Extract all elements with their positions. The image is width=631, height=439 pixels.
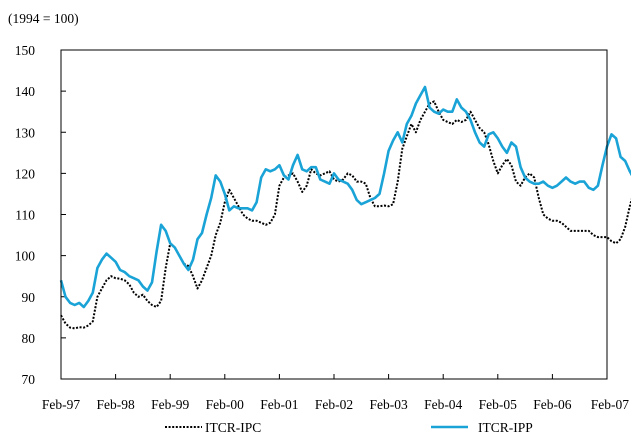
x-axis: Feb-97 Feb-98 Feb-99 Feb-00 Feb-01 Feb-02 Feb-…	[42, 374, 629, 412]
y-tick-label: 150	[15, 43, 36, 58]
x-tick-label: Feb-04	[424, 397, 462, 412]
y-tick-label: 100	[15, 249, 36, 264]
series-line-itcr-ipc	[60, 100, 631, 330]
legend-label-itcr-ipp: ITCR-IPP	[478, 420, 533, 434]
x-tick-label: Feb-01	[260, 397, 298, 412]
y-tick-label: 70	[22, 372, 36, 387]
x-tick-label: Feb-99	[151, 397, 189, 412]
x-tick-label: Feb-03	[369, 397, 407, 412]
unit-label: (1994 = 100)	[8, 11, 79, 26]
y-tick-label: 110	[15, 208, 35, 223]
y-tick-label: 80	[22, 331, 36, 346]
y-tick-label: 130	[15, 125, 36, 140]
x-tick-label: Feb-06	[533, 397, 571, 412]
y-axis: 70 80 90 100 110 120 130 140 150	[15, 43, 66, 387]
y-tick-label: 140	[15, 84, 36, 99]
plot-frame	[60, 49, 608, 380]
y-tick-label: 90	[22, 290, 36, 305]
x-tick-label: Feb-02	[315, 397, 353, 412]
x-tick-label: Feb-98	[96, 397, 134, 412]
series-line-itcr-ipp	[59, 85, 631, 309]
x-tick-label: Feb-05	[479, 397, 517, 412]
x-tick-label: Feb-07	[591, 397, 629, 412]
legend-label-itcr-ipc: ITCR-IPC	[205, 420, 261, 434]
x-tick-label: Feb-97	[42, 397, 80, 412]
series-lines	[59, 85, 631, 330]
x-tick-label: Feb-00	[206, 397, 244, 412]
y-tick-label: 120	[15, 166, 36, 181]
legend: ITCR-IPC ITCR-IPP	[165, 420, 533, 435]
